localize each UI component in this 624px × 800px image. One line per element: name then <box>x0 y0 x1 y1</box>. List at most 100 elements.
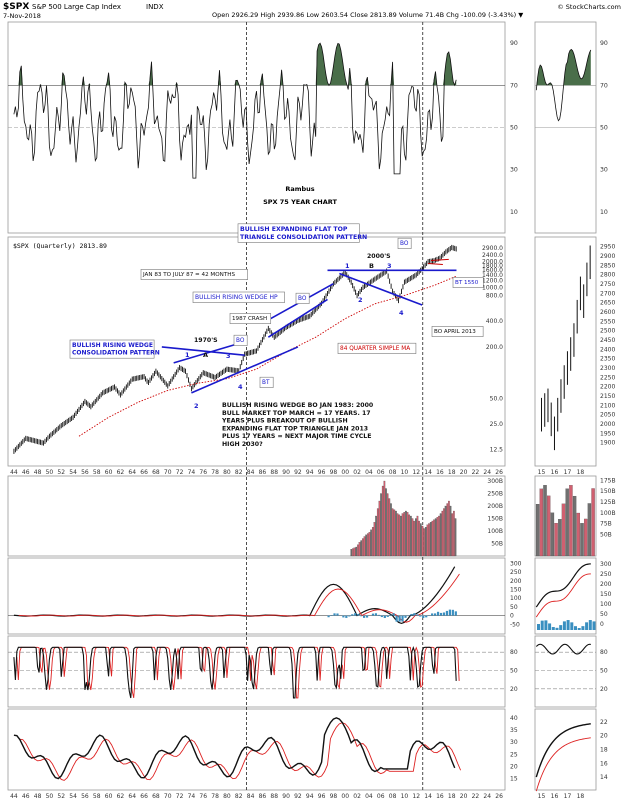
macd-histogram-bar <box>380 615 383 618</box>
macd-histogram-bar <box>434 613 437 616</box>
seventies-label: 1970'S <box>194 337 218 344</box>
trendline-wedge-lower-a <box>173 340 245 364</box>
macd-histogram-bar <box>336 613 339 616</box>
macd-histogram-bar <box>416 614 419 616</box>
volume-zoom-tick-label: 50B <box>600 531 612 538</box>
bottom-x-tick-label: 14 <box>424 793 432 800</box>
macd-tick-label: 100 <box>510 595 522 602</box>
price-x-tick-label: 92 <box>294 469 302 476</box>
volume-bar <box>386 493 389 557</box>
macd-histogram-bar <box>374 613 378 616</box>
volume-bar <box>410 515 412 557</box>
adx-tick-label: 25 <box>510 751 518 758</box>
zoom-price-tick-label: 2400 <box>600 346 615 353</box>
chart-header: $SPX S&P 500 Large Cap Index INDX 7-Nov-… <box>3 2 621 20</box>
bo-label-2: BO <box>295 292 310 304</box>
volume-bar <box>443 508 445 557</box>
volume-zoom-tick-label: 150B <box>600 488 616 495</box>
price-y-tick-label: 12.5 <box>490 447 504 454</box>
macd-zoom-tick-label: 0 <box>600 621 604 628</box>
volume-bar <box>363 536 366 557</box>
volume-bar <box>424 527 427 557</box>
bt1550-label-box <box>452 277 484 288</box>
trendline-wedge2-lower <box>267 298 328 338</box>
zoom-price-tick-label: 2250 <box>600 374 615 381</box>
macd-zoom-tick-label: 250 <box>600 571 612 578</box>
crash-label-text: 1987 CRASH <box>232 316 267 322</box>
bottom-x-tick-label: 08 <box>389 793 397 800</box>
volume-zoom-bar <box>587 503 592 557</box>
price-x-tick-label: 52 <box>57 469 65 476</box>
symbol-text: $SPX <box>3 2 29 12</box>
macd-zoom-histogram-bar <box>544 620 548 630</box>
chart-title-label: SPX 75 YEAR CHART <box>263 198 337 206</box>
macd-zoom-tick-label: 200 <box>600 581 612 588</box>
macd-histogram-bar <box>363 615 366 618</box>
price-x-tick-label: 08 <box>389 469 397 476</box>
volume-bar <box>365 534 367 557</box>
pattern-point-b: B <box>369 262 374 270</box>
zoom-price-tick-label: 2600 <box>600 309 615 316</box>
bottom-x-tick-label: 44 <box>10 793 18 800</box>
volume-zoom-bar <box>558 519 562 557</box>
volume-bar <box>408 514 411 557</box>
bo-label-2-text: BO <box>298 296 307 302</box>
rsi-tick-label: 50 <box>510 125 518 132</box>
bo-label-3-text: BO <box>400 241 409 247</box>
macd-histogram-bar <box>365 615 369 618</box>
volume-bar <box>438 515 440 557</box>
price-y-tick-label: 1400.0 <box>482 272 503 279</box>
bo-label-3: BO <box>397 237 412 249</box>
price-x-tick-label: 26 <box>495 469 503 476</box>
volume-zoom-bar <box>554 523 558 557</box>
commentary-text-text: PLUS 17 YEARS = NEXT MAJOR TIME CYCLE <box>222 433 371 440</box>
price-x-tick-label: 98 <box>330 469 338 476</box>
volume-bar <box>393 509 396 557</box>
volume-tick-label: 200B <box>487 503 503 510</box>
macd-histogram-bar <box>354 613 357 616</box>
adx-zoom-tick-label: 18 <box>600 747 608 754</box>
macd-zoom-tick-label: 100 <box>600 601 612 608</box>
volume-zoom-bar <box>591 488 595 557</box>
bottom-x-tick-label: 70 <box>164 793 172 800</box>
macd-histogram-bar <box>442 612 446 616</box>
price-x-tick-label: 44 <box>10 469 18 476</box>
zoom-price-tick-label: 2850 <box>600 262 615 269</box>
price-x-tick-label: 46 <box>22 469 30 476</box>
bottom-x-tick-label: 02 <box>353 793 361 800</box>
price-x-tick-label: 88 <box>270 469 278 476</box>
exchange-text: INDX <box>146 3 164 11</box>
macd-zoom-histogram-bar <box>588 620 592 630</box>
volume-zoom-bar <box>580 523 584 557</box>
volume-bar <box>373 522 376 557</box>
volume-tick-label: 50B <box>491 541 503 548</box>
rsi-line <box>13 42 457 179</box>
macd-histogram-bar <box>360 615 363 617</box>
wedge1-title-text: BULLISH RISING WEDGE <box>72 342 153 349</box>
adx-zoom-tick-label: 20 <box>600 733 608 740</box>
volume-bar <box>449 505 452 557</box>
price-x-tick-label: 64 <box>128 469 136 476</box>
volume-bar <box>370 529 372 557</box>
red-channel-line <box>431 258 449 261</box>
volume-zoom-bar <box>572 495 577 557</box>
zoom-price-tick-label: 2950 <box>600 244 615 251</box>
bottom-x-tick-label: 76 <box>199 793 207 800</box>
volume-tick-label: 300B <box>487 478 503 485</box>
macd-histogram-bar <box>413 613 416 616</box>
macd-histogram-bar <box>383 615 386 619</box>
crash-label-box <box>229 313 272 324</box>
bottom-x-tick-label: 88 <box>270 793 278 800</box>
bottom-x-tick-label: 68 <box>152 793 160 800</box>
zoom-bottom-x-tick-label: 18 <box>577 793 585 800</box>
volume-zoom-tick-label: 75B <box>600 521 612 528</box>
zoom-x-tick-label: 16 <box>551 469 559 476</box>
volume-bar <box>380 493 382 557</box>
bottom-x-tick-label: 84 <box>247 793 255 800</box>
macd-zoom-histogram-bar <box>585 622 589 630</box>
zoom-price-tick-label: 2450 <box>600 337 615 344</box>
volume-bar <box>401 513 404 557</box>
macd-histogram-bar <box>327 615 330 618</box>
bottom-x-tick-label: 06 <box>377 793 385 800</box>
rsi-zoom-tick-label: 30 <box>600 167 608 174</box>
